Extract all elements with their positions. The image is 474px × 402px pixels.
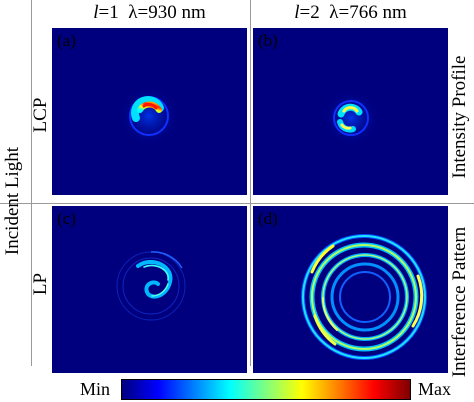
column-header-l1: l=1 λ=930 nm: [52, 1, 247, 25]
l-symbol: l: [294, 2, 300, 23]
panel-label-a: (a): [57, 31, 76, 50]
row-label-lcp: LCP: [30, 97, 51, 133]
row-label-lp: LP: [30, 272, 51, 296]
colorbar: [121, 379, 411, 400]
colorbar-max-label: Max: [418, 379, 451, 399]
interference-pattern-l2-image: [253, 206, 448, 373]
l-value: =2: [299, 2, 320, 23]
incident-light-label: Incident Light: [2, 146, 23, 256]
right-label-interference-pattern: Interference Pattern: [449, 226, 470, 378]
column-header-l2: l=2 λ=766 nm: [253, 1, 448, 25]
intensity-profile-l2-image: [253, 28, 448, 195]
panel-label-d: (d): [258, 209, 278, 228]
left-divider: [31, 0, 32, 366]
panel-label-b: (b): [258, 31, 278, 50]
interference-pattern-l1-image: [52, 206, 247, 373]
panel-b: (b): [253, 28, 448, 195]
middle-divider: [250, 0, 251, 366]
l-symbol: l: [93, 2, 99, 23]
intensity-profile-l1-image: [52, 28, 247, 195]
panel-c: (c): [52, 206, 247, 373]
wavelength: λ=930 nm: [128, 2, 206, 23]
colorbar-min-label: Min: [80, 379, 111, 399]
row-divider: [0, 203, 474, 204]
wavelength: λ=766 nm: [329, 2, 407, 23]
panel-a: (a): [52, 28, 247, 195]
panel-label-c: (c): [57, 209, 76, 228]
right-label-intensity-profile: Intensity Profile: [449, 55, 470, 179]
l-value: =1: [98, 2, 119, 23]
panel-d: (d): [253, 206, 448, 373]
